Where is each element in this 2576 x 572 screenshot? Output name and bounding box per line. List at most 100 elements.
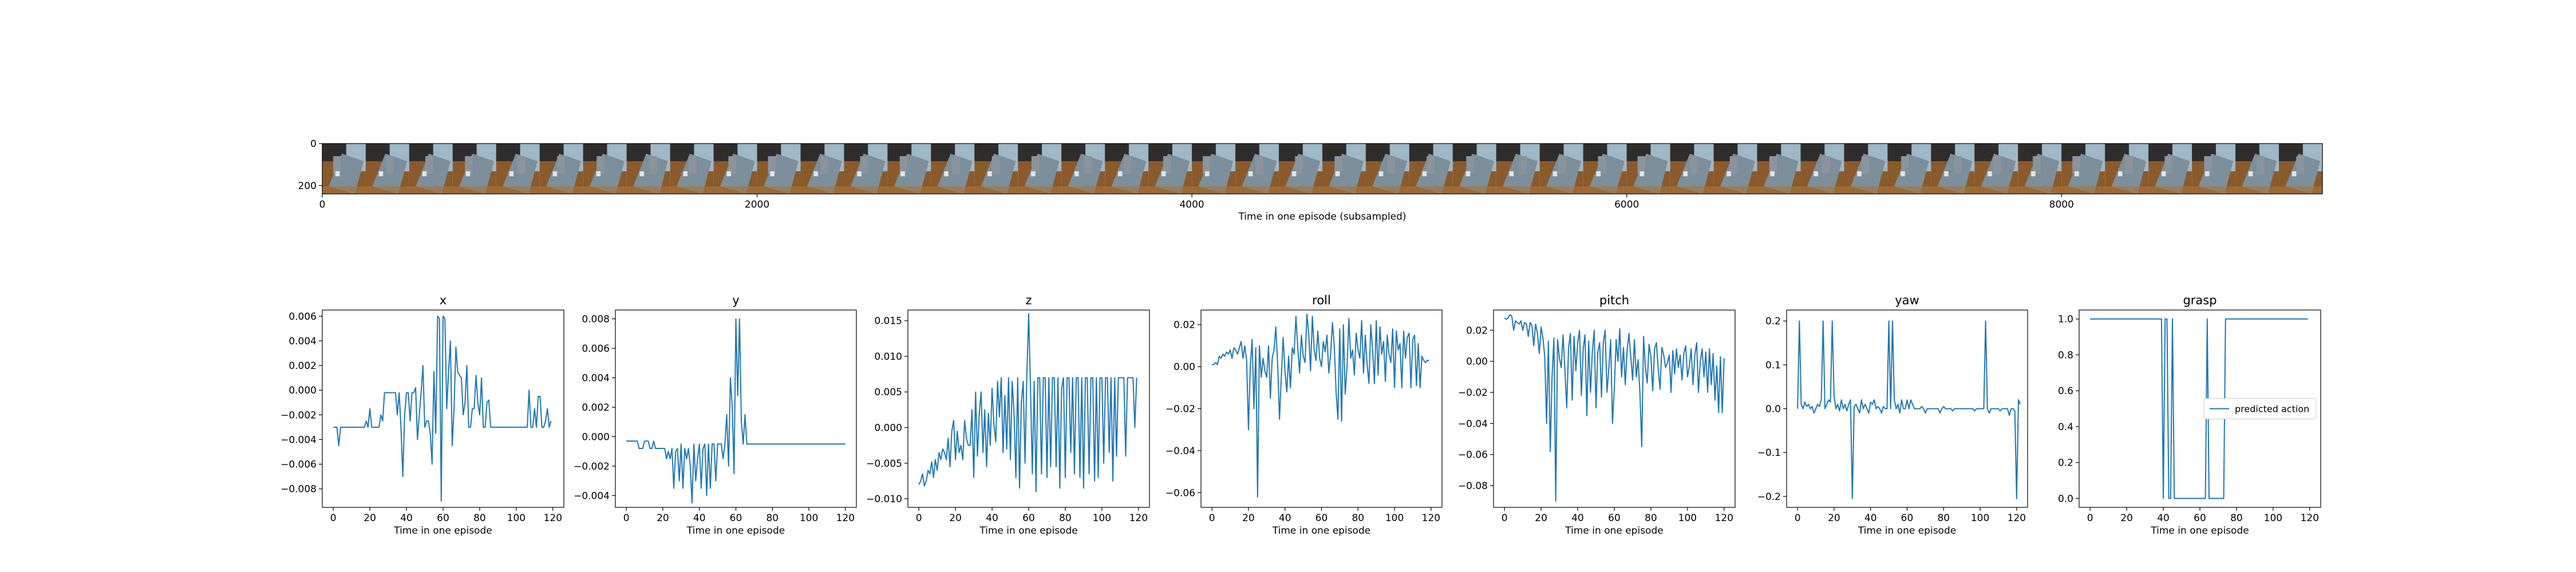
- frame-object: [850, 153, 886, 194]
- ytick-label: 0.004: [582, 372, 610, 384]
- frame-highlight: [596, 171, 601, 177]
- frame-highlight: [422, 171, 427, 177]
- frame-object: [2068, 153, 2103, 194]
- frame-gripper: [1519, 156, 1527, 174]
- frame-object: [1198, 153, 1234, 194]
- frame-gripper: [952, 156, 961, 174]
- chart-frame: [1200, 309, 1443, 508]
- strip-frame: [1235, 144, 1279, 194]
- ytick-label: −0.005: [866, 458, 902, 470]
- xtick-label: 20: [657, 513, 669, 524]
- series-line: [626, 318, 846, 504]
- xtick-label: 0: [1502, 513, 1508, 524]
- ytick-label: 0.000: [582, 431, 610, 443]
- xtick-label: 120: [2301, 513, 2319, 524]
- ytick-label: −0.08: [1458, 480, 1488, 492]
- xtick-label: 20: [1535, 513, 1547, 524]
- xtick-label: 120: [836, 513, 855, 524]
- xtick-label: 60: [730, 513, 742, 524]
- frame-object: [2198, 153, 2234, 194]
- xtick-label: 40: [1279, 513, 1291, 524]
- xtick-label: 60: [2194, 513, 2206, 524]
- series-line: [1212, 313, 1429, 498]
- frame-gripper: [2296, 156, 2305, 174]
- strip-frame: [2105, 144, 2149, 194]
- strip-frame: [409, 144, 453, 194]
- frame-floor-light: [1844, 186, 1888, 194]
- chart-xlabel: Time in one episode: [1858, 525, 1956, 537]
- frame-gripper: [899, 156, 908, 174]
- chart-yaw: yaw 0 20 40 60 80 100 120 −0.2 −0.1 0.0 0.1 0.2 Time …: [1757, 293, 2028, 537]
- frame-highlight: [2031, 171, 2036, 177]
- frame-floor-light: [365, 186, 409, 194]
- xtick-label: 0: [623, 513, 630, 524]
- frame-gripper: [1427, 156, 1435, 174]
- xtick-label: 40: [400, 513, 413, 524]
- frame-gripper: [649, 156, 657, 174]
- frame-floor-light: [322, 186, 366, 194]
- strip-frame: [670, 144, 714, 194]
- frame-gripper: [517, 156, 526, 174]
- ytick-label: 0.0: [2058, 493, 2073, 505]
- frame-highlight: [509, 171, 514, 177]
- xtick-label: 60: [1901, 513, 1914, 524]
- xtick-label: 0: [2087, 513, 2093, 524]
- ytick-label: −0.02: [1165, 404, 1195, 415]
- frame-gripper: [333, 156, 341, 174]
- chart-roll: roll 0 20 40 60 80 100 120 −0.06 −0.04 −0.02 0.00 0.…: [1165, 293, 1443, 537]
- frame-highlight: [1291, 171, 1297, 177]
- strip-frame: [539, 144, 583, 194]
- strip-frame: [2192, 144, 2236, 194]
- strip-xtick-label: 0: [319, 199, 326, 210]
- frame-floor-light: [844, 186, 888, 194]
- xtick-label: 0: [1795, 513, 1801, 524]
- frame-gripper: [991, 156, 1000, 174]
- ytick-label: 0.1: [1765, 360, 1781, 371]
- frame-gripper: [1822, 156, 1830, 174]
- strip-frame: [757, 144, 801, 194]
- strip-frame: [887, 144, 931, 194]
- frame-highlight: [683, 171, 688, 177]
- legend-label: predicted action: [2235, 404, 2309, 415]
- frame-highlight: [1683, 171, 1688, 177]
- xtick-label: 40: [986, 513, 998, 524]
- strip-xtick-label: 2000: [745, 199, 769, 210]
- frame-gripper: [860, 156, 868, 174]
- frame-object: [720, 153, 755, 194]
- frame-gripper: [2204, 156, 2212, 174]
- frame-highlight: [639, 171, 645, 177]
- frame-gripper: [1953, 156, 1962, 174]
- frame-gripper: [1163, 156, 1171, 174]
- strip-frame: [1148, 144, 1192, 194]
- chart-frame: [322, 309, 564, 508]
- chart-frame: [907, 309, 1150, 508]
- frame-gripper: [465, 156, 473, 174]
- frame-floor-light: [2192, 186, 2236, 194]
- frame-highlight: [1509, 171, 1514, 177]
- frame-gripper: [557, 156, 565, 174]
- frame-highlight: [2075, 171, 2079, 177]
- frame-floor-light: [931, 186, 975, 194]
- ytick-label: −0.004: [574, 490, 610, 502]
- frame-highlight: [813, 171, 818, 177]
- xtick-label: 20: [1242, 513, 1255, 524]
- series-line: [1797, 320, 2021, 499]
- frame-object: [590, 153, 625, 194]
- ytick-label: 1.0: [2058, 314, 2073, 325]
- frame-floor-light: [539, 186, 583, 194]
- frame-floor-light: [1670, 186, 1714, 194]
- frame-highlight: [1639, 171, 1645, 177]
- frame-highlight: [1988, 171, 1992, 177]
- xtick-label: 20: [2120, 513, 2133, 524]
- ytick-label: 0.004: [289, 336, 317, 347]
- frame-gripper: [1084, 156, 1092, 174]
- xtick-label: 120: [2008, 513, 2026, 524]
- ytick-label: 0.015: [874, 316, 902, 327]
- frame-floor-light: [1539, 186, 1583, 194]
- frame-gripper: [1387, 156, 1395, 174]
- frame-highlight: [1118, 171, 1123, 177]
- chart-xlabel: Time in one episode: [979, 525, 1077, 537]
- ytick-label: −0.06: [1165, 487, 1195, 499]
- ytick-label: −0.008: [280, 484, 317, 495]
